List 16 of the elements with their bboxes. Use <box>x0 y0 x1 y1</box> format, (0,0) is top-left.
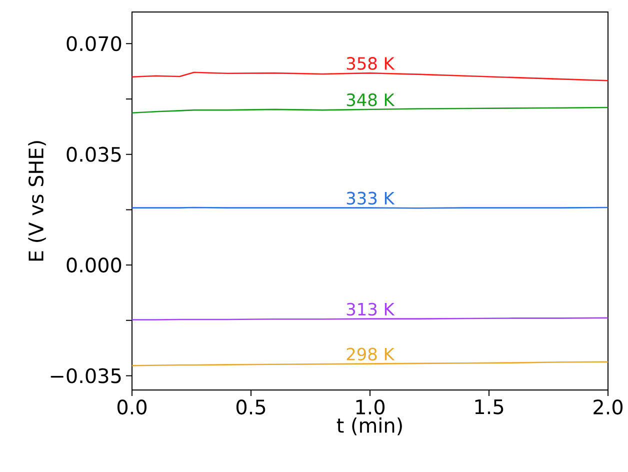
series-label: 313 K <box>346 302 395 316</box>
y-tick-label: 0.035 <box>66 146 121 162</box>
x-axis-title: t (min) <box>336 417 402 436</box>
y-axis-title: E (V vs SHE) <box>28 141 46 261</box>
y-tick-label: −0.035 <box>50 368 121 384</box>
series-label: 298 K <box>346 348 395 361</box>
y-tick-label: 0.000 <box>66 258 122 273</box>
x-tick-label: 2.0 <box>594 400 623 415</box>
x-tick-label: 0.5 <box>236 400 266 415</box>
x-tick-label: 1.5 <box>475 400 504 414</box>
series-label: 333 K <box>346 192 395 205</box>
series-label: 358 K <box>346 57 395 70</box>
y-tick-label: 0.070 <box>66 36 122 52</box>
x-tick-label: 0.0 <box>117 400 147 415</box>
x-tick-label: 1.0 <box>356 400 385 415</box>
series-label: 348 K <box>346 93 395 106</box>
